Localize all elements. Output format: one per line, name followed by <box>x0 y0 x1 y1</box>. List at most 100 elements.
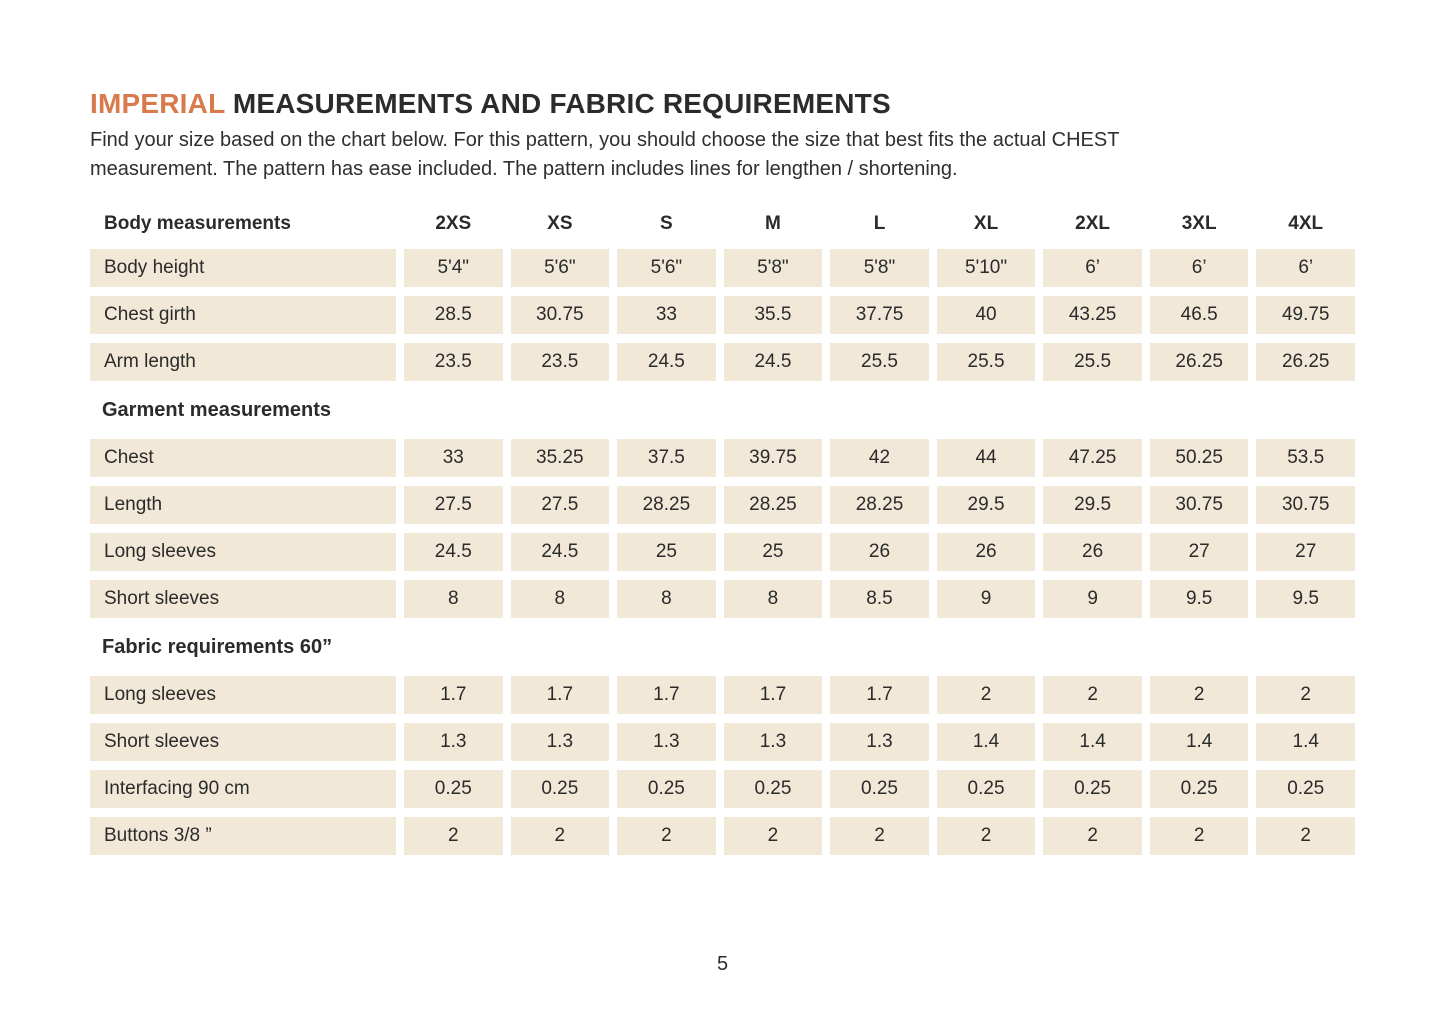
row-label: Length <box>90 486 396 524</box>
value-cell: 0.25 <box>723 770 823 808</box>
size-column-header: XS <box>547 213 573 234</box>
value-cell: 24.5 <box>404 533 503 571</box>
value-cell: 33 <box>404 439 503 477</box>
value-cell: 6’ <box>1043 249 1142 287</box>
value-cell: 1.3 <box>723 723 823 761</box>
size-column-header: M <box>765 213 781 234</box>
row-label: Interfacing 90 cm <box>90 770 396 808</box>
row-label: Arm length <box>90 343 396 381</box>
value-cell: 2 <box>1256 817 1355 855</box>
value-cell: 5'10" <box>936 249 1036 287</box>
value-cell: 1.3 <box>404 723 503 761</box>
value-cell: 2 <box>404 817 503 855</box>
value-cell: 5'4" <box>404 249 503 287</box>
value-cell: 0.25 <box>510 770 610 808</box>
page-title: IMPERIAL MEASUREMENTS AND FABRIC REQUIRE… <box>90 88 1355 120</box>
size-column-header: S <box>660 213 673 234</box>
size-column-header: 2XL <box>1075 213 1111 234</box>
size-column-header: 4XL <box>1288 213 1324 234</box>
value-cell: 2 <box>936 817 1036 855</box>
value-cell: 1.3 <box>830 723 929 761</box>
value-cell: 28.25 <box>617 486 716 524</box>
value-cell: 25.5 <box>830 343 929 381</box>
page-number: 5 <box>716 953 729 975</box>
intro-line-1: Find your size based on the chart below.… <box>90 129 1120 151</box>
value-cell: 1.7 <box>404 676 503 714</box>
value-cell: 6’ <box>1256 249 1355 287</box>
row-label: Body height <box>90 249 396 287</box>
value-cell: 8 <box>510 580 610 618</box>
value-cell: 26.25 <box>1149 343 1249 381</box>
value-cell: 44 <box>936 439 1036 477</box>
table-corner-header: Body measurements <box>104 213 291 234</box>
value-cell: 30.75 <box>1149 486 1249 524</box>
value-cell: 23.5 <box>510 343 610 381</box>
section-header: Fabric requirements 60” <box>102 635 333 658</box>
value-cell: 29.5 <box>1043 486 1142 524</box>
size-table: Body measurements 2XS XS S M L XL 2XL 3XL 4XL Body… <box>90 208 1355 855</box>
value-cell: 2 <box>723 817 823 855</box>
value-cell: 1.4 <box>1149 723 1249 761</box>
value-cell: 24.5 <box>510 533 610 571</box>
value-cell: 1.3 <box>617 723 716 761</box>
value-cell: 46.5 <box>1149 296 1249 334</box>
value-cell: 1.4 <box>1256 723 1355 761</box>
value-cell: 25 <box>617 533 716 571</box>
value-cell: 0.25 <box>404 770 503 808</box>
value-cell: 42 <box>830 439 929 477</box>
intro-line-2: measurement. The pattern has ease includ… <box>90 158 958 180</box>
value-cell: 53.5 <box>1256 439 1355 477</box>
value-cell: 23.5 <box>404 343 503 381</box>
value-cell: 24.5 <box>723 343 823 381</box>
value-cell: 40 <box>936 296 1036 334</box>
value-cell: 33 <box>617 296 716 334</box>
value-cell: 26.25 <box>1256 343 1355 381</box>
value-cell: 27 <box>1256 533 1355 571</box>
value-cell: 28.5 <box>404 296 503 334</box>
value-cell: 1.7 <box>830 676 929 714</box>
page-title-rest: MEASUREMENTS AND FABRIC REQUIREMENTS <box>224 88 891 119</box>
row-label: Buttons 3/8 ” <box>90 817 396 855</box>
value-cell: 2 <box>936 676 1036 714</box>
row-label: Short sleeves <box>90 580 396 618</box>
value-cell: 35.5 <box>723 296 823 334</box>
value-cell: 29.5 <box>936 486 1036 524</box>
value-cell: 2 <box>1149 817 1249 855</box>
value-cell: 26 <box>830 533 929 571</box>
value-cell: 49.75 <box>1256 296 1355 334</box>
row-label: Chest <box>90 439 396 477</box>
row-label: Long sleeves <box>90 676 396 714</box>
value-cell: 25.5 <box>936 343 1036 381</box>
value-cell: 2 <box>1043 817 1142 855</box>
row-label: Short sleeves <box>90 723 396 761</box>
value-cell: 2 <box>1043 676 1142 714</box>
size-column-header: L <box>873 213 886 234</box>
value-cell: 25.5 <box>1043 343 1142 381</box>
value-cell: 25 <box>723 533 823 571</box>
value-cell: 0.25 <box>830 770 929 808</box>
value-cell: 24.5 <box>617 343 716 381</box>
value-cell: 26 <box>936 533 1036 571</box>
value-cell: 27.5 <box>510 486 610 524</box>
value-cell: 0.25 <box>936 770 1036 808</box>
value-cell: 26 <box>1043 533 1142 571</box>
value-cell: 8 <box>723 580 823 618</box>
value-cell: 8.5 <box>830 580 929 618</box>
size-column-header: XL <box>973 213 999 234</box>
value-cell: 1.7 <box>617 676 716 714</box>
value-cell: 30.75 <box>510 296 610 334</box>
value-cell: 1.4 <box>1043 723 1142 761</box>
section-header: Garment measurements <box>102 398 331 421</box>
intro-paragraph: Find your size based on the chart below.… <box>90 126 1355 184</box>
value-cell: 5'6" <box>510 249 610 287</box>
value-cell: 50.25 <box>1149 439 1249 477</box>
value-cell: 9 <box>1043 580 1142 618</box>
value-cell: 0.25 <box>1149 770 1249 808</box>
value-cell: 2 <box>510 817 610 855</box>
value-cell: 9.5 <box>1256 580 1355 618</box>
value-cell: 1.4 <box>936 723 1036 761</box>
value-cell: 5'8" <box>723 249 823 287</box>
value-cell: 6’ <box>1149 249 1249 287</box>
value-cell: 8 <box>617 580 716 618</box>
value-cell: 8 <box>404 580 503 618</box>
